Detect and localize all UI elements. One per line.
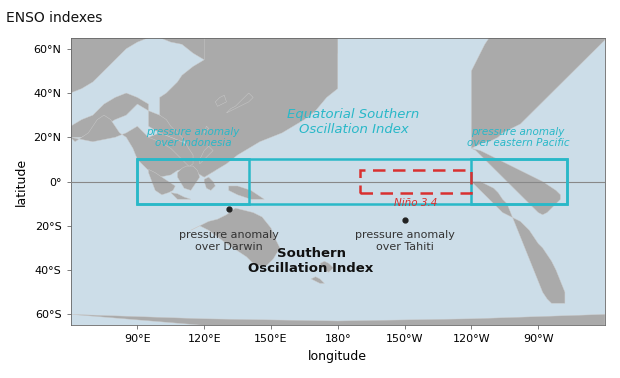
Y-axis label: latitude: latitude [15, 158, 28, 206]
Bar [471, 160, 567, 204]
Polygon shape [204, 126, 209, 133]
Text: Niño 3.4: Niño 3.4 [394, 198, 438, 208]
Polygon shape [215, 95, 226, 106]
Polygon shape [71, 93, 226, 142]
Polygon shape [471, 148, 560, 215]
Text: Equatorial Southern
Oscillation Index: Equatorial Southern Oscillation Index [287, 108, 420, 136]
Polygon shape [311, 277, 324, 284]
Polygon shape [71, 38, 338, 177]
Text: Southern
Oscillation Index: Southern Oscillation Index [249, 247, 374, 275]
Polygon shape [177, 166, 200, 191]
Text: pressure anomaly
over Indonesia: pressure anomaly over Indonesia [146, 127, 240, 148]
Polygon shape [149, 169, 175, 195]
Polygon shape [170, 193, 191, 199]
Polygon shape [229, 186, 264, 199]
Text: ENSO indexes: ENSO indexes [6, 11, 102, 25]
Polygon shape [200, 146, 213, 164]
Text: pressure anomaly
over Tahiti: pressure anomaly over Tahiti [355, 230, 454, 252]
X-axis label: longitude: longitude [308, 350, 367, 363]
Polygon shape [471, 181, 565, 303]
Polygon shape [149, 133, 215, 177]
Bar [138, 160, 249, 204]
Polygon shape [71, 38, 338, 93]
Polygon shape [204, 177, 215, 191]
Polygon shape [226, 93, 253, 113]
Polygon shape [191, 208, 280, 266]
Text: pressure anomaly
over eastern Pacific: pressure anomaly over eastern Pacific [467, 127, 569, 148]
Text: pressure anomaly
over Darwin: pressure anomaly over Darwin [179, 230, 278, 252]
Polygon shape [471, 38, 605, 148]
Polygon shape [71, 314, 605, 325]
Bar [138, 160, 567, 204]
Bar [360, 170, 471, 193]
Polygon shape [320, 261, 334, 272]
